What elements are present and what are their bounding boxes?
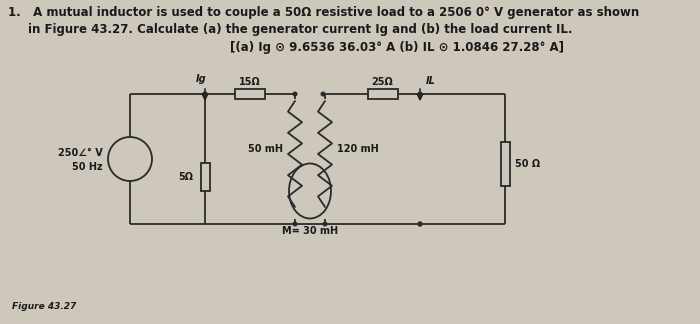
Bar — [235, 89, 265, 99]
Circle shape — [418, 92, 422, 96]
Circle shape — [321, 92, 325, 96]
Text: 25Ω: 25Ω — [372, 77, 393, 87]
Text: 50 Ω: 50 Ω — [515, 159, 540, 169]
Bar — [200, 163, 209, 191]
Text: [(a) Ig ⊙ 9.6536 36.03° A (b) IL ⊙ 1.0846 27.28° A]: [(a) Ig ⊙ 9.6536 36.03° A (b) IL ⊙ 1.084… — [230, 41, 564, 54]
Text: 5Ω: 5Ω — [178, 172, 193, 182]
Text: Ig: Ig — [196, 74, 206, 84]
Text: 50 mH: 50 mH — [248, 144, 283, 154]
Text: 120 mH: 120 mH — [337, 144, 379, 154]
Circle shape — [293, 92, 297, 96]
Text: M= 30 mH: M= 30 mH — [282, 226, 338, 237]
Text: 50 Hz: 50 Hz — [72, 162, 103, 172]
Circle shape — [323, 222, 327, 226]
Text: 250∠° V: 250∠° V — [58, 148, 103, 158]
Text: 15Ω: 15Ω — [239, 77, 261, 87]
Bar — [368, 89, 398, 99]
Bar — [500, 142, 510, 186]
Text: 1.   A mutual inductor is used to couple a 50Ω resistive load to a 2506 0° V gen: 1. A mutual inductor is used to couple a… — [8, 6, 639, 19]
Text: IL: IL — [426, 76, 436, 86]
Text: Figure 43.27: Figure 43.27 — [12, 302, 76, 311]
Ellipse shape — [289, 164, 331, 218]
Text: in Figure 43.27. Calculate (a) the generator current Ig and (b) the load current: in Figure 43.27. Calculate (a) the gener… — [28, 23, 573, 36]
Circle shape — [293, 222, 297, 226]
